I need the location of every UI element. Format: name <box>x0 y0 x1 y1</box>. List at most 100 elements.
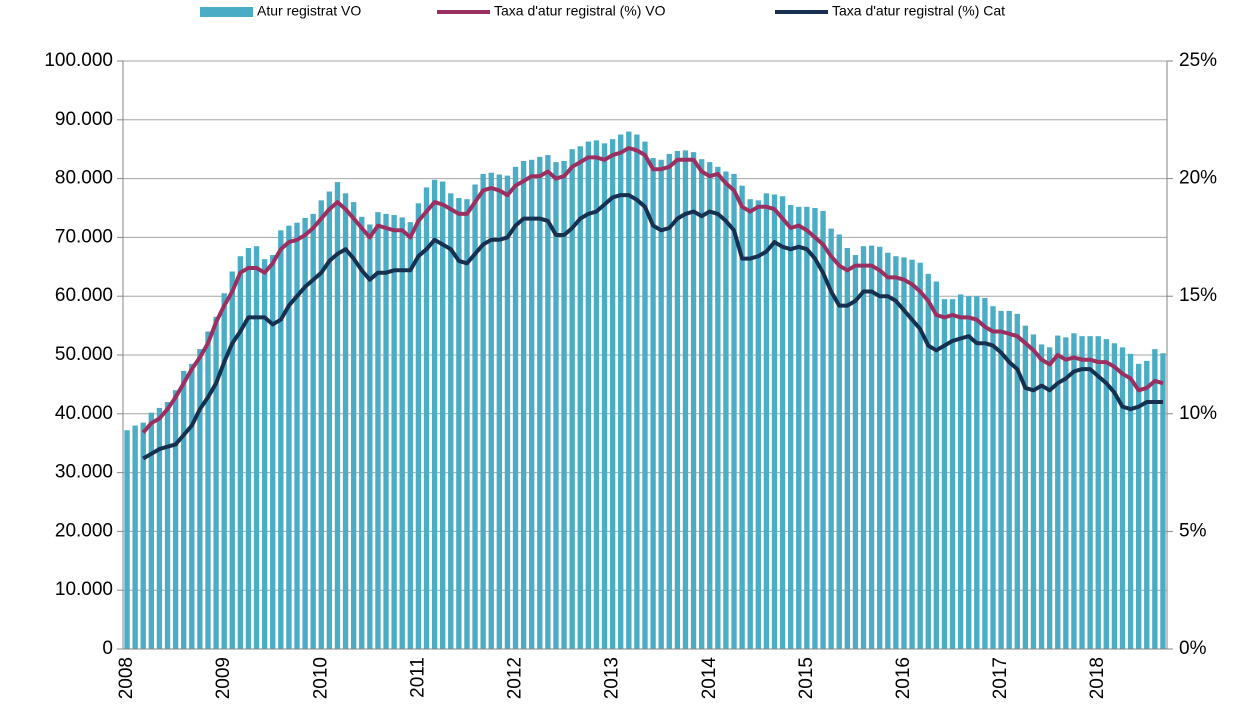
bar <box>812 208 818 649</box>
line <box>142 193 1163 461</box>
y-tick-label: 100.000 <box>44 50 113 71</box>
bar <box>488 172 494 649</box>
bar <box>577 146 583 649</box>
bar <box>949 299 956 649</box>
y2-tick-label: 15% <box>1179 285 1217 306</box>
x-tick-label: 2012 <box>505 657 526 699</box>
x-tick-label: 2016 <box>893 657 914 699</box>
bar <box>221 293 227 649</box>
bar <box>172 390 179 649</box>
bar <box>1144 360 1150 649</box>
y-tick-label: 40.000 <box>55 403 113 424</box>
bar <box>529 159 535 649</box>
x-tick-label: 2011 <box>407 657 428 698</box>
bar <box>480 173 486 649</box>
y-tick-label: 30.000 <box>55 462 113 483</box>
y-tick-label: 60.000 <box>55 285 113 306</box>
bar <box>1038 344 1045 649</box>
x-tick-label: 2009 <box>213 657 234 699</box>
bar <box>1030 334 1037 649</box>
bar <box>237 256 244 649</box>
y-tick-label: 90.000 <box>55 109 113 130</box>
y-tick-label: 20.000 <box>55 520 113 541</box>
bar <box>124 430 130 649</box>
bar <box>634 134 640 649</box>
bar <box>156 407 163 649</box>
bar <box>334 182 341 650</box>
y-tick-label: 50.000 <box>55 344 113 365</box>
bar <box>877 246 883 650</box>
bar <box>561 160 567 649</box>
bar <box>205 331 211 649</box>
bar <box>1055 335 1061 649</box>
bar <box>520 160 527 649</box>
bar <box>318 200 324 649</box>
bar <box>197 349 203 649</box>
bar <box>763 193 770 650</box>
bar <box>464 199 470 649</box>
x-tick-label: 2015 <box>796 657 817 699</box>
bar <box>270 255 276 650</box>
bar <box>456 198 462 649</box>
bar <box>844 247 850 649</box>
bar <box>1022 325 1029 649</box>
bar <box>1079 336 1085 649</box>
bar <box>302 217 308 649</box>
bar <box>553 162 559 650</box>
bar <box>698 159 705 650</box>
x-tick-label: 2017 <box>990 657 1011 699</box>
x-tick-label: 2010 <box>310 657 331 699</box>
bar <box>852 255 859 650</box>
bar <box>229 271 235 649</box>
bar <box>326 191 333 649</box>
legend-label: Taxa d'atur registral (%) VO <box>494 3 666 19</box>
bar <box>1087 336 1093 649</box>
y-tick-label: 70.000 <box>55 226 113 247</box>
bar <box>1071 333 1077 649</box>
y-tick-label: 80.000 <box>55 168 113 189</box>
bar <box>804 206 810 649</box>
bar <box>431 179 438 649</box>
bar <box>310 213 316 649</box>
bar <box>966 296 972 649</box>
bar <box>375 212 381 649</box>
bar <box>245 247 252 649</box>
bar <box>261 259 268 649</box>
bar <box>294 222 300 649</box>
bar <box>399 217 405 649</box>
line <box>141 146 1164 434</box>
bar <box>893 256 899 649</box>
bar <box>707 162 713 650</box>
bar <box>448 193 454 650</box>
x-tick-label: 2018 <box>1087 657 1108 699</box>
bar <box>723 171 729 649</box>
bar <box>658 159 664 649</box>
bar <box>1095 336 1101 649</box>
bar <box>771 194 778 649</box>
x-tick-label: 2014 <box>699 657 720 700</box>
bar <box>593 140 600 649</box>
bar <box>359 216 365 649</box>
bar <box>925 273 931 649</box>
y2-tick-label: 0% <box>1179 638 1207 659</box>
bar <box>278 230 284 649</box>
bar <box>755 200 761 649</box>
bar <box>909 259 915 649</box>
bar <box>1136 363 1142 649</box>
bar <box>440 181 446 650</box>
legend-label: Taxa d'atur registral (%) Cat <box>832 3 1005 19</box>
bar <box>512 166 519 649</box>
x-tick-label: 2013 <box>602 657 623 699</box>
bar <box>860 246 867 649</box>
bar <box>674 150 681 650</box>
bar <box>1014 313 1020 649</box>
bar <box>537 156 543 649</box>
bar <box>1006 310 1012 649</box>
bar <box>917 262 923 649</box>
y2-tick-label: 10% <box>1179 403 1217 424</box>
bar <box>367 224 373 650</box>
bar <box>148 412 154 649</box>
bar <box>690 152 697 649</box>
